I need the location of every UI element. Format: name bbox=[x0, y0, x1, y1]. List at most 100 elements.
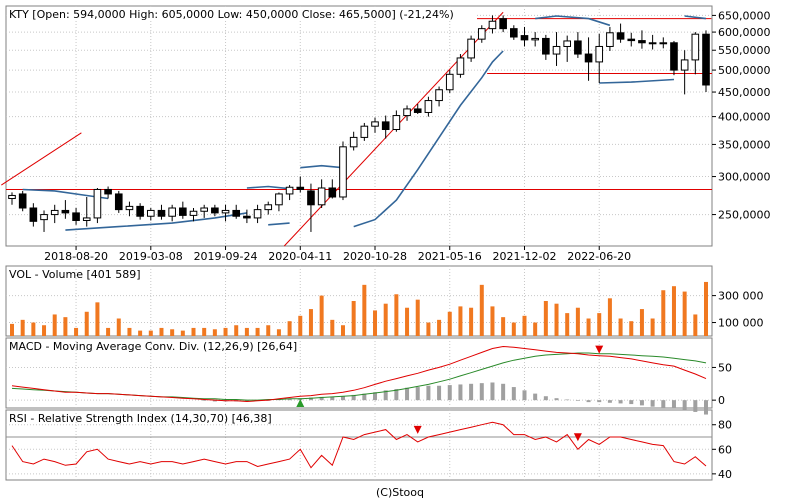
candle-body bbox=[275, 193, 283, 206]
volume-bar bbox=[127, 327, 132, 336]
macd-histogram-bar bbox=[501, 383, 506, 401]
candle bbox=[563, 35, 572, 62]
candle bbox=[253, 204, 262, 224]
candle bbox=[552, 32, 561, 66]
candle-body bbox=[627, 38, 636, 42]
candle-body bbox=[574, 40, 582, 55]
macd-histogram-bar bbox=[490, 382, 495, 401]
macd-histogram-bar bbox=[618, 400, 623, 404]
candle bbox=[157, 204, 166, 220]
volume-bar bbox=[543, 301, 548, 336]
candle-body bbox=[50, 209, 59, 216]
candle bbox=[200, 204, 208, 218]
price-x-tick-label: 2020-04-11 bbox=[268, 250, 332, 263]
volume-bar bbox=[298, 315, 303, 336]
price-moving-average bbox=[268, 222, 290, 226]
macd-histogram-bar bbox=[554, 398, 559, 401]
candle bbox=[189, 207, 198, 222]
candle-body bbox=[702, 33, 710, 86]
candle bbox=[627, 32, 636, 47]
candle bbox=[18, 190, 27, 212]
candle-body bbox=[606, 32, 614, 47]
candle-body bbox=[93, 188, 102, 219]
candle-body bbox=[584, 53, 593, 63]
volume-bar bbox=[704, 281, 708, 336]
candle bbox=[392, 110, 401, 132]
volume-bar bbox=[351, 301, 356, 336]
macd-histogram-bar bbox=[543, 396, 548, 401]
macd-histogram-bar bbox=[607, 400, 612, 403]
volume-bar bbox=[191, 327, 196, 336]
volume-bar bbox=[671, 286, 676, 336]
volume-bar bbox=[180, 330, 185, 336]
rsi-y-tick-label: 40 bbox=[718, 468, 732, 481]
volume-bar bbox=[447, 311, 452, 336]
macd-histogram-bar bbox=[629, 400, 634, 405]
candle bbox=[542, 34, 550, 60]
macd-histogram-bar bbox=[447, 385, 452, 401]
panel-frame-rsi bbox=[5, 409, 713, 481]
macd-histogram-bar bbox=[565, 399, 570, 401]
macd-histogram-bar bbox=[597, 400, 602, 403]
candle bbox=[371, 117, 379, 133]
candle-body bbox=[72, 212, 80, 221]
candle-body bbox=[659, 42, 668, 45]
candle-body bbox=[328, 187, 337, 198]
volume-bar bbox=[437, 319, 442, 336]
macd-histogram-bar bbox=[586, 400, 591, 403]
macd-histogram-bar bbox=[704, 400, 708, 415]
volume-bar bbox=[501, 317, 506, 336]
macd-histogram-bar bbox=[308, 397, 313, 401]
candle bbox=[702, 30, 710, 93]
candle bbox=[648, 34, 657, 50]
candle-body bbox=[520, 35, 529, 41]
candle bbox=[136, 203, 144, 220]
volume-y-tick-label: 300 000 bbox=[718, 290, 764, 303]
candle bbox=[638, 30, 646, 49]
macd-y-tick-label: 50 bbox=[718, 361, 732, 374]
candle bbox=[232, 204, 241, 219]
volume-bar bbox=[383, 303, 388, 336]
candle bbox=[360, 122, 369, 141]
candle-body bbox=[349, 136, 358, 148]
candle bbox=[659, 37, 668, 49]
volume-bar bbox=[138, 330, 143, 336]
rsi-title: RSI - Relative Strength Index (14,30,70)… bbox=[9, 412, 272, 425]
candle-body bbox=[104, 188, 112, 195]
macd-histogram-bar bbox=[479, 383, 484, 401]
candle bbox=[520, 26, 529, 47]
candle-body bbox=[552, 45, 561, 55]
candle-body bbox=[232, 209, 241, 217]
volume-bar bbox=[469, 307, 474, 336]
price-x-tick-label: 2022-06-20 bbox=[567, 250, 631, 263]
macd-histogram-bar bbox=[373, 392, 378, 401]
panel-frame-price bbox=[5, 5, 713, 247]
candle bbox=[531, 32, 539, 47]
candle bbox=[616, 23, 625, 43]
volume-bar bbox=[607, 298, 612, 336]
macd-histogram-bar bbox=[351, 394, 356, 401]
volume-bar bbox=[479, 284, 484, 336]
volume-bar bbox=[10, 323, 14, 336]
candle-body bbox=[531, 37, 539, 41]
candle-body bbox=[146, 209, 155, 217]
macd-title: MACD - Moving Average Conv. Div. (12,26,… bbox=[9, 340, 297, 353]
volume-bar bbox=[629, 321, 634, 336]
macd-histogram-bar bbox=[202, 400, 207, 401]
volume-bar bbox=[330, 319, 335, 336]
volume-bar bbox=[373, 310, 378, 336]
candle-body bbox=[136, 205, 144, 217]
candle bbox=[211, 204, 219, 217]
candle bbox=[467, 35, 475, 62]
price-y-tick-label: 650,0000 bbox=[718, 9, 771, 22]
candle-body bbox=[381, 121, 390, 130]
volume-bar bbox=[650, 318, 655, 336]
macd-histogram-bar bbox=[650, 400, 655, 407]
volume-bar bbox=[31, 322, 36, 336]
price-x-tick-label: 2020-10-28 bbox=[343, 250, 407, 263]
candle bbox=[243, 209, 251, 224]
candle bbox=[510, 25, 518, 40]
volume-bar bbox=[255, 327, 260, 336]
macd-histogram-bar bbox=[693, 400, 698, 412]
